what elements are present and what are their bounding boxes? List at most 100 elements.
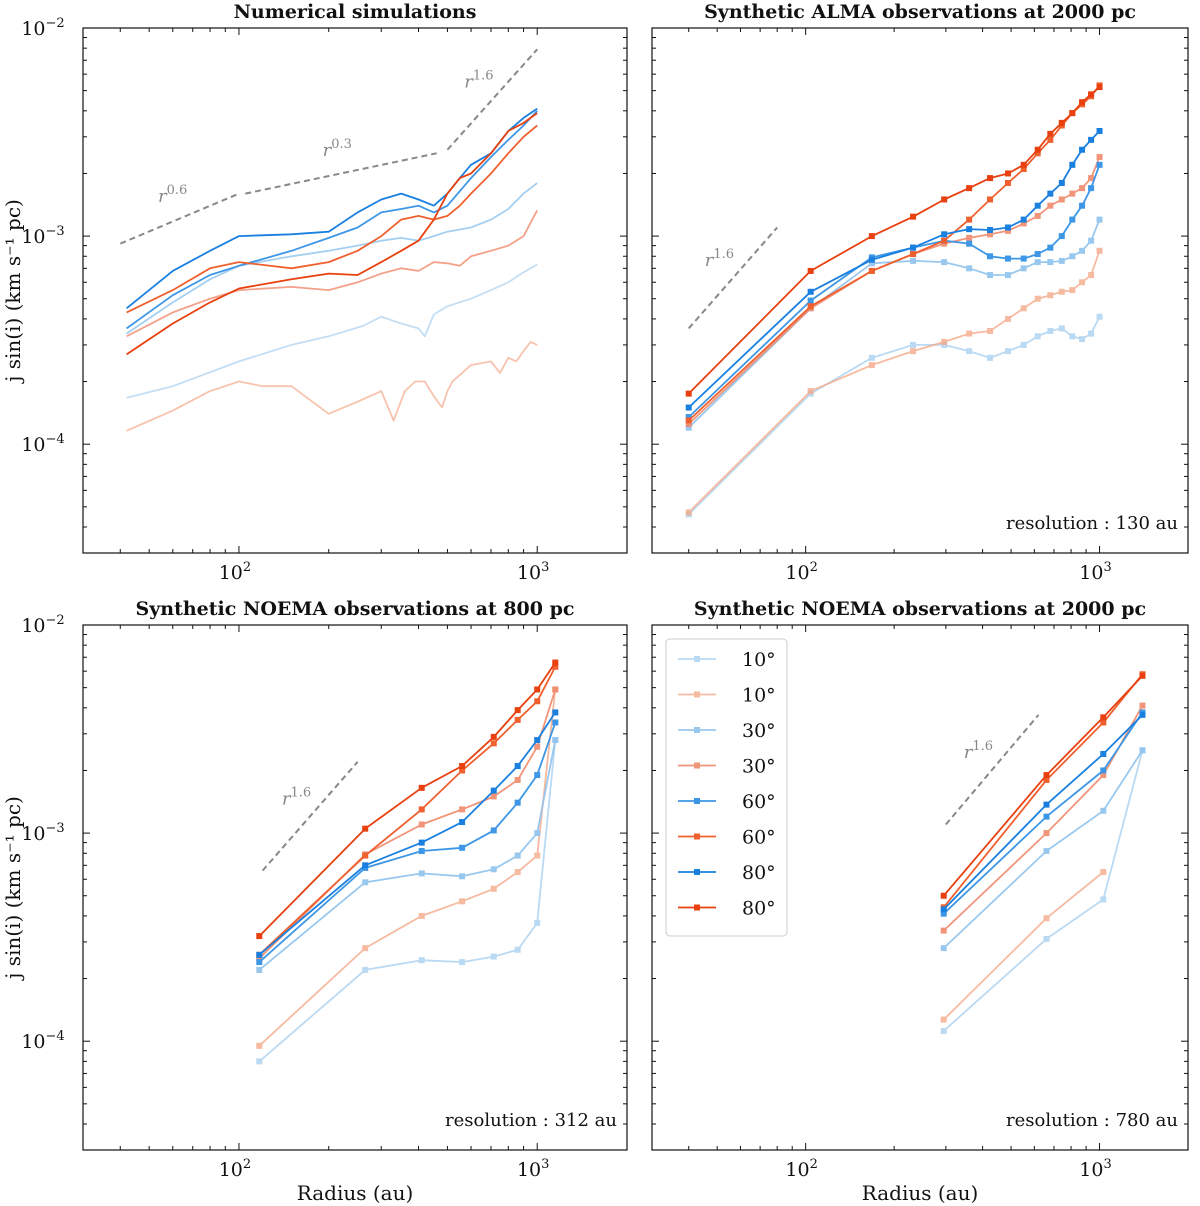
data-point (552, 737, 559, 744)
reference-line-label: r0.6 (158, 183, 187, 207)
data-point (941, 338, 948, 345)
data-point (807, 388, 814, 395)
data-point (418, 957, 425, 964)
legend-marker (694, 869, 700, 875)
data-point (1020, 220, 1027, 227)
data-point (1069, 216, 1076, 223)
reference-line (261, 761, 359, 872)
data-point (362, 879, 369, 886)
data-point (940, 1027, 947, 1034)
reference-line (687, 226, 778, 330)
data-point (966, 265, 973, 272)
series-3 (126, 182, 538, 335)
data-point (1004, 255, 1011, 262)
data-point (1096, 247, 1103, 254)
data-point (534, 698, 541, 705)
data-point (940, 892, 947, 899)
reference-line-label-exp: 1.6 (972, 739, 993, 754)
data-point (514, 869, 521, 876)
data-point (1004, 315, 1011, 322)
data-point (868, 260, 875, 267)
series-line (258, 739, 557, 971)
data-point (987, 196, 994, 203)
data-point (534, 919, 541, 926)
legend-entry (678, 762, 716, 769)
x-axis-label: Radius (au) (862, 1181, 979, 1205)
panel-title: Synthetic NOEMA observations at 2000 pc (694, 598, 1146, 620)
series-line (943, 711, 1144, 915)
data-point (1043, 772, 1050, 779)
data-point (552, 709, 559, 716)
data-point (1069, 287, 1076, 294)
data-point (534, 830, 541, 837)
series-5 (685, 161, 1103, 421)
axis-ticks (82, 27, 628, 554)
data-point (490, 740, 497, 747)
data-point (685, 414, 692, 421)
data-point (685, 421, 692, 428)
data-point (256, 951, 263, 958)
data-point (490, 793, 497, 800)
data-point (1096, 161, 1103, 168)
data-point (1100, 750, 1107, 757)
data-point (1058, 233, 1065, 240)
data-point (256, 959, 263, 966)
data-point (1004, 179, 1011, 186)
plot-area (685, 82, 1103, 518)
x-tick-label: 102 (785, 1157, 817, 1181)
data-point (910, 251, 917, 258)
data-point (362, 825, 369, 832)
series-2 (256, 686, 559, 1049)
series-2 (940, 869, 1107, 1023)
legend-entry (678, 833, 716, 840)
x-tick-label-exp: 2 (810, 1157, 818, 1172)
legend-entry (678, 798, 716, 804)
data-point (940, 945, 947, 952)
series-3 (940, 747, 1146, 952)
data-point (1079, 185, 1086, 192)
data-point (490, 787, 497, 794)
data-point (1047, 292, 1054, 299)
data-point (807, 288, 814, 295)
x-tick-label-base: 10 (517, 562, 541, 584)
reference-line-label-exp: 1.6 (473, 69, 494, 84)
series-line (258, 722, 557, 963)
x-tick-label: 103 (517, 560, 549, 584)
y-tick-label: 10−2 (21, 613, 64, 637)
data-point (418, 912, 425, 919)
data-point (552, 686, 559, 693)
y-tick-label-exp: −2 (46, 613, 65, 628)
data-point (941, 231, 948, 238)
x-tick-label-base: 10 (1079, 562, 1103, 584)
y-tick-label: 10−2 (21, 16, 64, 40)
data-point (966, 330, 973, 337)
series-line (258, 689, 557, 1047)
data-point (490, 953, 497, 960)
data-point (1047, 202, 1054, 209)
x-tick-label-exp: 3 (541, 560, 549, 575)
data-point (966, 226, 973, 233)
legend-marker (694, 798, 700, 804)
data-point (1100, 714, 1107, 721)
resolution-annotation: resolution : 130 au (1006, 513, 1178, 534)
data-point (362, 945, 369, 952)
reference-line-label-base: r (464, 72, 474, 93)
series-line (126, 112, 538, 356)
y-axis-label: j sin(i) (km s⁻¹ pc) (1, 199, 25, 384)
data-point (987, 354, 994, 361)
data-point (1034, 150, 1041, 157)
resolution-annotation: resolution : 780 au (1006, 1110, 1178, 1131)
data-point (868, 362, 875, 369)
y-tick-label: 10−4 (21, 1029, 64, 1053)
y-tick-label: 10−3 (21, 224, 64, 248)
series-8 (256, 659, 559, 940)
reference-line-label: r0.3 (323, 137, 352, 161)
legend-label: 60° (742, 827, 776, 849)
data-point (1139, 702, 1146, 709)
data-point (1100, 719, 1107, 726)
legend-label: 60° (742, 791, 776, 813)
series-line (942, 673, 1144, 908)
plot-frame (82, 27, 628, 554)
series-line (688, 219, 1101, 429)
data-point (807, 267, 814, 274)
